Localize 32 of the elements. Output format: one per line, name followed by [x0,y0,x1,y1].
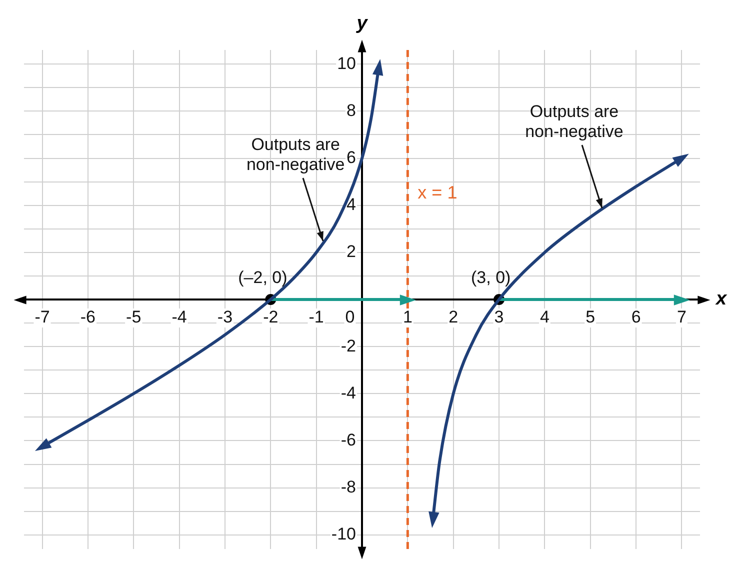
annotation: Outputs are non-negative [525,102,624,142]
annotation: (–2, 0) [238,268,288,288]
y-tick-label: -2 [340,336,356,356]
x-tick-label: 0 [345,308,355,327]
x-tick-label: 5 [586,308,596,327]
x-axis-title: x [715,288,728,310]
y-tick-label: 4 [346,195,356,214]
y-tick-label: -6 [340,430,356,450]
ref-line-label: x = 1 [418,182,458,203]
x-tick-label: -5 [126,308,142,327]
y-tick-label: -8 [340,477,356,496]
x-tick-label: -6 [80,308,96,327]
x-tick-label: -4 [172,308,187,327]
y-tick-label: -10 [331,524,356,544]
y-tick-label: 2 [346,242,356,262]
y-tick-label: 8 [346,100,356,120]
y-tick-label: -4 [340,383,356,402]
x-tick-label: 2 [448,308,458,327]
x-tick-label: 7 [676,308,686,327]
annotation: Outputs are non-negative [246,135,345,176]
x-tick-label: 3 [494,308,504,327]
y-tick-label: 10 [337,54,356,73]
x-tick-label: -7 [34,308,50,327]
x-tick-label: 6 [631,308,641,327]
annotation: (3, 0) [471,268,511,288]
x-tick-label: -2 [263,308,278,327]
x-tick-label: -3 [217,308,233,327]
x-tick-label: 1 [402,308,412,327]
y-tick-label: 6 [346,148,356,167]
x-tick-label: -1 [308,308,324,327]
x-tick-label: 4 [540,308,550,327]
y-axis-title: y [356,13,369,34]
